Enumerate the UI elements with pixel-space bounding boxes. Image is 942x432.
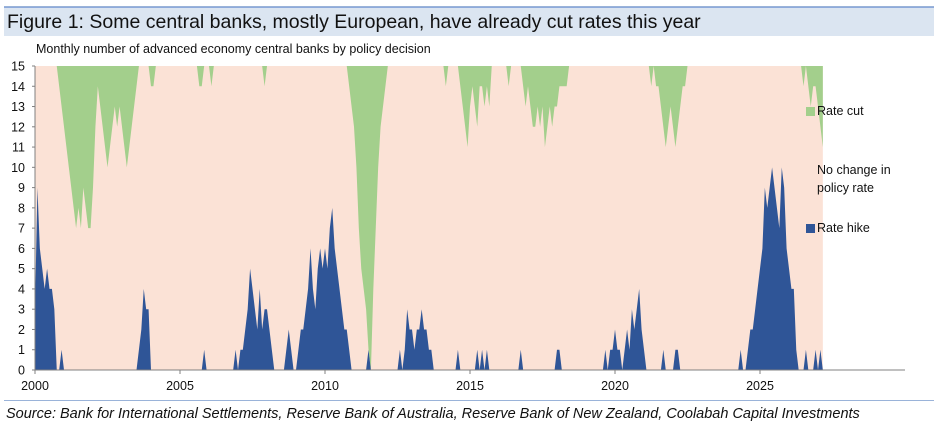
- y-tick-label-13: 13: [11, 100, 25, 114]
- legend-label-rate-hike: Rate hike: [817, 221, 870, 235]
- x-tick-label-2005: 2005: [166, 379, 194, 393]
- legend-swatch-rate-cut: [806, 107, 815, 116]
- source-top-rule: [4, 400, 934, 401]
- y-tick-label-7: 7: [18, 222, 25, 236]
- legend-swatch-no-change: [806, 166, 815, 175]
- area-rate-cut: [35, 66, 823, 370]
- y-tick-label-8: 8: [18, 201, 25, 215]
- y-tick-label-2: 2: [18, 323, 25, 337]
- y-tick-label-0: 0: [18, 364, 25, 378]
- y-tick-label-5: 5: [18, 262, 25, 276]
- y-tick-label-15: 15: [11, 60, 25, 74]
- x-tick-label-2015: 2015: [456, 379, 484, 393]
- y-tick-label-10: 10: [11, 161, 25, 175]
- legend-label-no-change-line2: policy rate: [817, 181, 874, 195]
- y-tick-label-1: 1: [18, 343, 25, 357]
- y-tick-label-3: 3: [18, 303, 25, 317]
- y-tick-label-14: 14: [11, 80, 25, 94]
- title-top-rule: [4, 6, 934, 7]
- y-tick-label-4: 4: [18, 282, 25, 296]
- legend-label-no-change-line1: No change in: [817, 163, 891, 177]
- legend-swatch-rate-hike: [806, 224, 815, 233]
- y-tick-label-11: 11: [12, 141, 25, 155]
- x-tick-label-2025: 2025: [746, 379, 774, 393]
- chart-subtitle: Monthly number of advanced economy centr…: [36, 42, 431, 56]
- y-tick-label-9: 9: [18, 181, 25, 195]
- x-tick-label-2000: 2000: [21, 379, 49, 393]
- y-tick-label-12: 12: [11, 120, 25, 134]
- source-note: Source: Bank for International Settlemen…: [6, 406, 860, 422]
- legend-label-rate-cut: Rate cut: [817, 104, 864, 118]
- y-tick-label-6: 6: [18, 242, 25, 256]
- figure-title: Figure 1: Some central banks, mostly Eur…: [4, 7, 934, 36]
- x-tick-label-2010: 2010: [311, 379, 339, 393]
- x-tick-label-2020: 2020: [601, 379, 629, 393]
- area-no-change: [35, 66, 823, 370]
